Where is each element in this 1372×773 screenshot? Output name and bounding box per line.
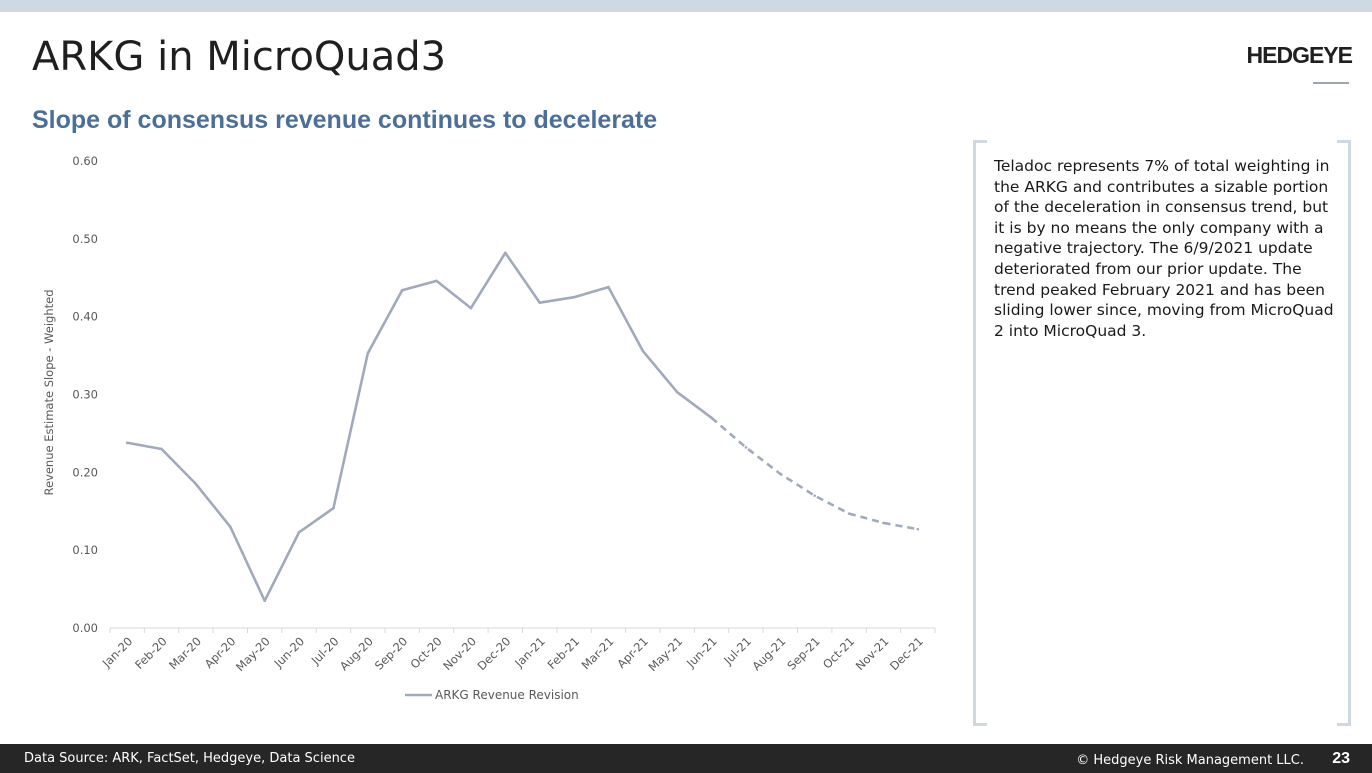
hedgeye-logo: HEDGEYE	[1246, 42, 1353, 68]
data-point	[607, 285, 610, 289]
footer-copyright: © Hedgeye Risk Management LLC.	[1076, 753, 1304, 768]
slide-title: ARKG in MicroQuad3	[32, 34, 447, 80]
y-tick-label: 0.00	[72, 621, 98, 635]
data-point	[847, 512, 851, 515]
data-point	[435, 279, 438, 283]
revenue-revision-line-chart: Revenue Estimate Slope - Weighted 0.000.…	[42, 154, 936, 702]
data-point	[469, 306, 473, 310]
bracket-corner	[1337, 140, 1351, 143]
commentary-text: Teladoc represents 7% of total weighting…	[994, 157, 1334, 340]
legend-label: ARKG Revenue Revision	[435, 688, 579, 702]
data-point	[882, 521, 885, 525]
page-number: 23	[1332, 750, 1350, 767]
commentary-bracket-box: Teladoc represents 7% of total weighting…	[973, 140, 1351, 726]
logo-underline	[1313, 82, 1349, 84]
x-tick-label: Jun-21	[683, 634, 720, 671]
x-tick-label: Aug-20	[337, 634, 376, 673]
x-axis	[109, 627, 936, 633]
data-point	[572, 295, 576, 299]
x-tick-label: May-21	[645, 634, 685, 674]
x-tick-label: Sep-20	[372, 634, 411, 673]
data-point	[400, 288, 404, 292]
data-point	[710, 416, 713, 420]
data-point	[744, 446, 748, 449]
data-point	[813, 494, 816, 497]
x-tick-label: Jan-20	[99, 634, 135, 670]
y-axis-label: Revenue Estimate Slope - Weighted	[42, 290, 56, 496]
y-tick-label: 0.30	[72, 388, 98, 402]
data-point	[125, 441, 129, 445]
y-tick-label: 0.40	[72, 310, 98, 324]
data-point	[297, 530, 301, 534]
x-tick-label: Jun-20	[271, 634, 308, 671]
bracket-corner	[973, 723, 987, 726]
y-tick-label: 0.50	[72, 232, 98, 246]
y-axis-ticks: 0.00 0.10 0.20 0.30 0.40 0.50 0.60	[72, 154, 98, 635]
data-point	[366, 351, 370, 355]
data-point	[538, 301, 541, 304]
x-tick-label: Aug-21	[749, 634, 788, 673]
bracket-corner	[973, 140, 987, 143]
x-tick-label: Dec-20	[475, 634, 514, 673]
data-point	[916, 527, 920, 531]
x-tick-label: Sep-21	[784, 634, 823, 673]
data-point	[675, 390, 679, 394]
bracket-corner	[1337, 723, 1351, 726]
y-tick-label: 0.60	[72, 154, 98, 168]
y-tick-label: 0.10	[72, 543, 98, 557]
x-tick-label: Jan-21	[511, 634, 547, 670]
x-tick-label: Mar-21	[579, 634, 617, 672]
x-tick-label: Nov-20	[440, 634, 479, 673]
data-point	[504, 251, 507, 255]
series-group	[125, 251, 920, 603]
x-tick-label: Oct-20	[407, 634, 444, 671]
x-tick-label: Feb-20	[132, 634, 170, 672]
data-point	[779, 472, 782, 476]
series-line-projected	[710, 416, 919, 531]
data-point	[229, 525, 232, 529]
series-line-actual	[125, 251, 713, 603]
slide-subtitle: Slope of consensus revenue continues to …	[32, 106, 658, 134]
x-tick-label: Dec-21	[887, 634, 926, 673]
data-point	[263, 599, 266, 603]
x-tick-label: Nov-21	[853, 634, 892, 673]
chart-legend: ARKG Revenue Revision	[405, 688, 579, 702]
y-axis-label-group: Revenue Estimate Slope - Weighted	[42, 290, 56, 496]
y-tick-label: 0.20	[72, 465, 98, 479]
data-point	[194, 482, 198, 486]
top-accent-strip	[0, 0, 1372, 12]
footer-bar: Data Source: ARK, FactSet, Hedgeye, Data…	[0, 744, 1372, 773]
data-point	[641, 349, 645, 353]
x-tick-label: May-20	[233, 634, 273, 674]
x-tick-label: Feb-21	[545, 634, 583, 672]
data-point	[332, 506, 335, 510]
data-point	[160, 447, 163, 451]
x-tick-label: Oct-21	[820, 634, 857, 671]
footer-data-source: Data Source: ARK, FactSet, Hedgeye, Data…	[24, 751, 355, 766]
x-tick-label: Mar-20	[166, 634, 204, 672]
